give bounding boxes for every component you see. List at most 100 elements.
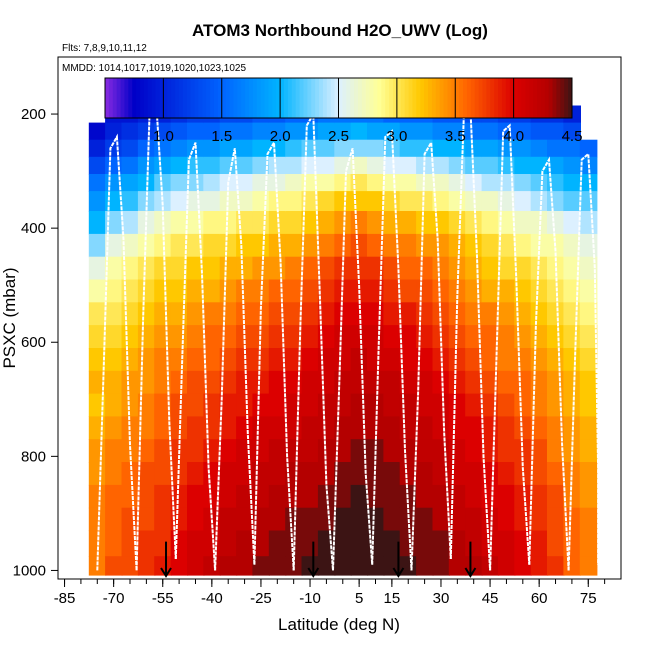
heatmap-cell <box>448 393 467 417</box>
colorbar-segment <box>346 78 351 118</box>
heatmap-cell <box>350 233 369 258</box>
heatmap-cell <box>121 122 140 141</box>
heatmap-cell <box>448 191 467 212</box>
colorbar-segment <box>560 78 565 118</box>
heatmap-cell <box>579 416 598 440</box>
heatmap-cell <box>563 256 581 281</box>
heatmap-cell <box>416 211 434 235</box>
colorbar-segment <box>319 78 324 118</box>
heatmap-cell <box>563 348 581 372</box>
heatmap-cell <box>88 556 107 576</box>
heatmap-cell <box>547 348 565 372</box>
colorbar-segment <box>147 78 153 118</box>
heatmap-cell <box>268 174 287 192</box>
heatmap-cell <box>547 462 565 486</box>
heatmap-cell <box>154 156 172 175</box>
heatmap-cell <box>416 530 434 557</box>
heatmap-cell <box>432 233 451 258</box>
heatmap-cell <box>154 325 172 349</box>
heatmap-cell <box>383 393 401 417</box>
heatmap-cell <box>399 279 418 303</box>
colorbar-segment <box>400 78 406 118</box>
heatmap-cell <box>137 325 156 349</box>
heatmap-cell <box>236 211 254 235</box>
heatmap-cell <box>497 233 516 258</box>
heatmap-cell <box>105 211 123 235</box>
heatmap-cell <box>399 156 418 175</box>
colorbar-segment <box>307 78 312 118</box>
heatmap-cell <box>547 279 565 303</box>
colorbar-segment <box>311 78 316 118</box>
heatmap-cell <box>383 462 401 486</box>
colorbar-segment <box>315 78 320 118</box>
heatmap-cell <box>350 348 369 372</box>
heatmap-cell <box>448 211 467 235</box>
heatmap-cell <box>187 233 205 258</box>
heatmap-cell <box>301 156 320 175</box>
heatmap-cell <box>301 507 320 532</box>
colorbar-segment <box>373 78 378 118</box>
heatmap-cell <box>383 174 401 192</box>
colorbar-segment <box>105 78 110 118</box>
heatmap-cell <box>416 507 434 532</box>
heatmap-cell <box>252 370 270 395</box>
heatmap-cell <box>219 416 238 440</box>
x-tick-label: -85 <box>54 590 76 607</box>
heatmap-cell <box>285 139 303 158</box>
colorbar-segment <box>268 78 273 118</box>
heatmap-cell <box>367 370 385 395</box>
heatmap-cell <box>481 325 500 349</box>
colorbar-segment <box>210 78 215 118</box>
colorbar-segment <box>334 78 339 118</box>
heatmap-cell <box>399 122 418 141</box>
colorbar-segment <box>369 78 375 118</box>
heatmap-cell <box>432 556 451 576</box>
heatmap-cell <box>465 348 483 372</box>
heatmap-cell <box>579 393 598 417</box>
heatmap-cell <box>334 211 352 235</box>
heatmap-cell <box>367 174 385 192</box>
heatmap-cell <box>170 256 189 281</box>
colorbar-segment <box>206 78 211 118</box>
heatmap-cell <box>547 370 565 395</box>
heatmap-cell <box>219 348 238 372</box>
heatmap-cell <box>579 507 598 532</box>
heatmap-cell <box>121 302 140 326</box>
heatmap-cell <box>514 139 532 158</box>
heatmap-cell <box>252 530 270 557</box>
colorbar-segment <box>420 78 425 118</box>
heatmap-cell <box>367 279 385 303</box>
heatmap-cell <box>563 439 581 463</box>
heatmap-cell <box>547 122 565 141</box>
heatmap-cell <box>497 156 516 175</box>
heatmap-cell <box>88 484 107 509</box>
arrow-head <box>307 567 320 578</box>
heatmap-cell <box>105 233 123 258</box>
heatmap-cell <box>563 484 581 509</box>
heatmap-cell <box>203 439 221 463</box>
arrow-head <box>160 567 172 578</box>
x-tick-label: 75 <box>580 590 597 607</box>
heatmap-cell <box>105 439 123 463</box>
heatmap-cell <box>465 302 483 326</box>
colorbar-segment <box>439 78 445 118</box>
colorbar-segment <box>494 78 499 118</box>
y-tick-label: 200 <box>21 106 46 123</box>
heatmap-cell <box>497 530 516 557</box>
heatmap-cell <box>236 416 254 440</box>
heatmap-cell <box>285 211 303 235</box>
colorbar-segment <box>361 78 367 118</box>
heatmap-cell <box>334 462 352 486</box>
heatmap-cell <box>416 156 434 175</box>
heatmap-cell <box>137 256 156 281</box>
heatmap-cell <box>448 507 467 532</box>
heatmap-cell <box>236 156 254 175</box>
heatmap-cell <box>88 348 107 372</box>
colorbar-segment <box>287 78 293 118</box>
colorbar-segment <box>435 78 441 118</box>
heatmap-cell <box>236 191 254 212</box>
heatmap-cell <box>203 556 221 576</box>
heatmap-cell <box>481 302 500 326</box>
colorbar-segment <box>264 78 269 118</box>
